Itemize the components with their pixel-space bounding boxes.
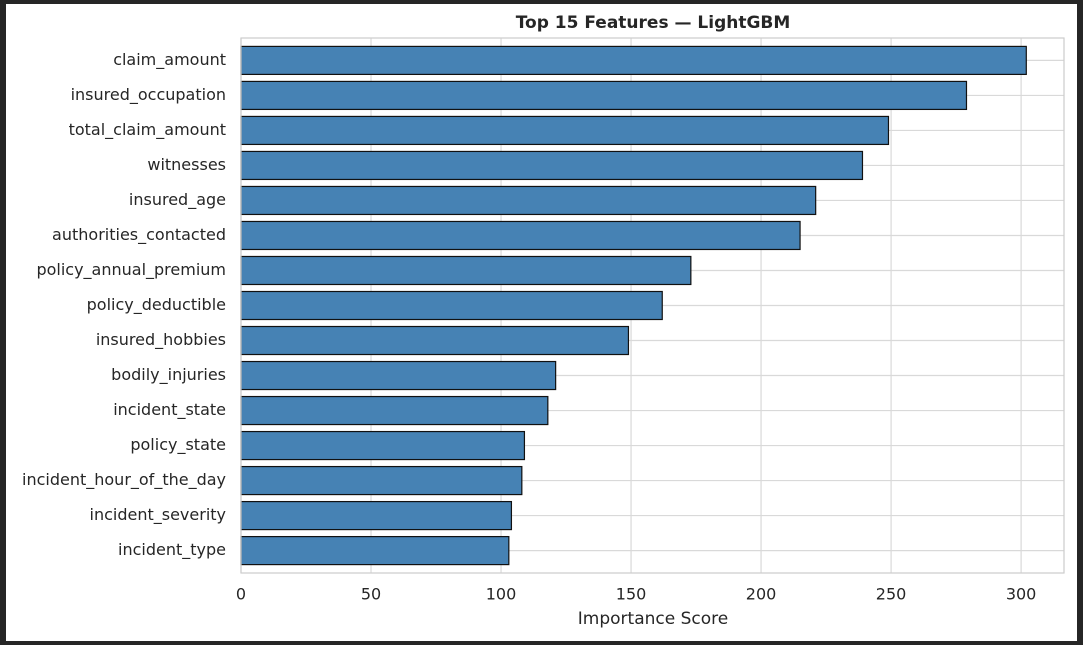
bar [240,395,549,426]
y-tick-label: bodily_injuries [111,365,226,385]
y-tick-label: insured_occupation [71,85,226,105]
bar [240,290,663,321]
y-tick-label: incident_severity [90,505,227,525]
y-tick-label: policy_state [130,435,226,455]
x-axis-label: Importance Score [578,609,728,629]
bar [240,325,630,356]
bar [240,255,692,286]
bar [240,430,526,461]
y-tick-label: claim_amount [113,50,226,70]
y-tick-label: incident_hour_of_the_day [22,470,226,490]
y-tick-label: insured_hobbies [96,330,226,350]
y-tick-label: incident_state [113,400,226,420]
y-tick-label: policy_deductible [87,295,226,315]
bar [240,45,1027,76]
bar [240,500,513,531]
bar [240,115,890,146]
y-tick-label: policy_annual_premium [36,260,226,280]
bar [240,360,557,391]
x-tick-label: 200 [746,585,777,604]
x-tick-label: 100 [486,585,517,604]
bar [240,150,864,181]
x-tick-label: 250 [876,585,907,604]
x-tick-label: 0 [236,585,246,604]
y-tick-label: insured_age [129,190,226,210]
panel [6,4,1077,641]
bar [240,185,817,216]
x-tick-label: 150 [616,585,647,604]
plot-frame [240,37,1065,574]
y-tick-label: authorities_contacted [52,225,226,245]
x-tick-label: 50 [361,585,381,604]
y-tick-label: incident_type [118,540,226,560]
chart-title: Top 15 Features — LightGBM [516,13,791,33]
y-tick-label: total_claim_amount [69,120,226,140]
y-tick-label: witnesses [147,155,226,174]
bar [240,465,523,496]
bar [240,80,968,111]
bar [240,220,801,251]
bar [240,535,510,566]
x-tick-label: 300 [1006,585,1037,604]
